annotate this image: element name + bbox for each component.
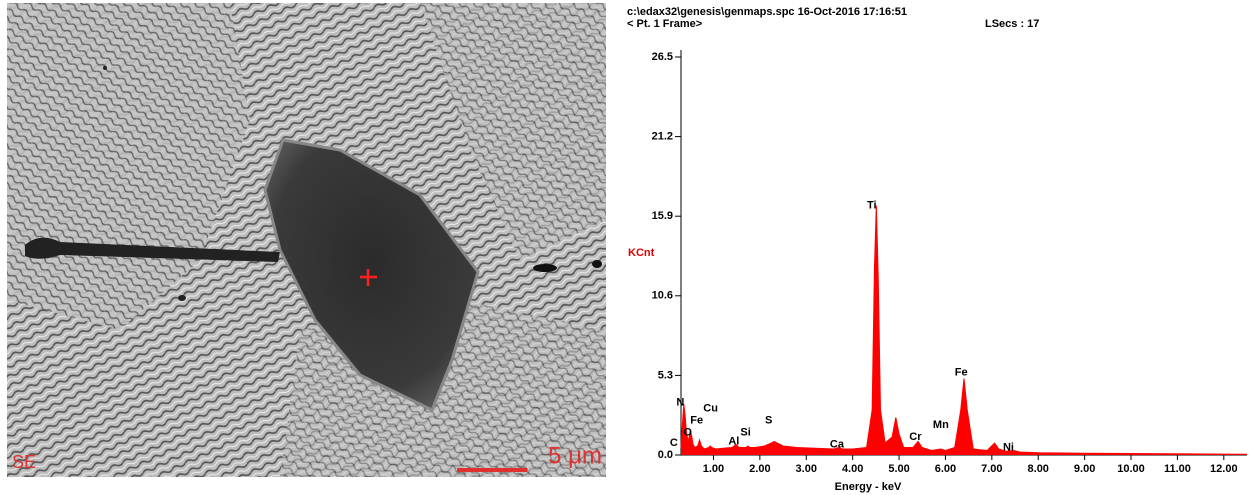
image-label: SE	[12, 452, 36, 472]
x-tick-label: 7.00	[981, 463, 1002, 475]
peak-label: N	[676, 396, 684, 408]
x-tick-label: 3.00	[796, 463, 817, 475]
peak-label: O	[683, 426, 692, 438]
y-tick-label: 10.6	[652, 290, 673, 302]
x-axis-label: Energy - keV	[835, 481, 902, 493]
peak-label: Al	[728, 435, 739, 447]
x-tick-label: 1.00	[703, 463, 724, 475]
peak-label: C	[670, 437, 678, 449]
peak-label: Cr	[909, 431, 922, 443]
x-tick-label: 6.00	[935, 463, 956, 475]
y-tick-label: 15.9	[652, 210, 673, 222]
scale-bar-label: 5 μm	[548, 442, 602, 469]
sem-image: SE 5 μm	[7, 3, 606, 477]
y-tick-label: 26.5	[652, 51, 673, 63]
x-tick-label: 12.00	[1210, 463, 1238, 475]
peak-label: Si	[740, 426, 750, 438]
y-tick-label: 0.0	[658, 449, 673, 461]
x-tick-label: 8.00	[1028, 463, 1049, 475]
y-tick-label: 5.3	[658, 369, 673, 381]
peak-label: Ni	[1003, 441, 1014, 453]
peak-label: Cu	[703, 402, 718, 414]
spectrum	[680, 205, 1248, 455]
chart-title: c:\edax32\genesis\genmaps.spc 16-Oct-201…	[627, 6, 907, 18]
live-time: LSecs : 17	[985, 18, 1039, 30]
peak-label: Fe	[690, 414, 703, 426]
spectrum-fill	[681, 205, 1247, 455]
peak-label: Fe	[955, 366, 968, 378]
x-tick-label: 5.00	[888, 463, 909, 475]
peak-label: Mn	[933, 419, 949, 431]
peak-label: Ti	[867, 200, 877, 212]
x-tick-label: 10.00	[1117, 463, 1145, 475]
spectrum-chart: c:\edax32\genesis\genmaps.spc 16-Oct-201…	[627, 6, 1248, 493]
chart-subtitle: < Pt. 1 Frame>	[627, 18, 702, 30]
x-tick-label: 11.00	[1164, 463, 1191, 475]
x-tick-label: 4.00	[842, 463, 863, 475]
peak-label: S	[765, 414, 772, 426]
x-tick-label: 9.00	[1074, 463, 1095, 475]
peak-label: Ca	[830, 438, 845, 450]
y-axis-label: KCnt	[628, 247, 655, 259]
x-tick-label: 2.00	[749, 463, 770, 475]
y-tick-label: 21.2	[652, 131, 673, 143]
